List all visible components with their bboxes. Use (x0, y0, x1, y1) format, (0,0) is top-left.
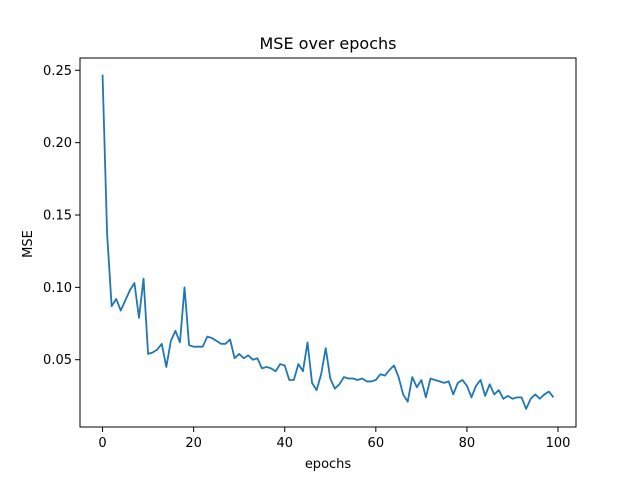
plot-area (101, 74, 555, 410)
x-axis-ticks: 0 20 40 60 80 100 (98, 427, 570, 451)
x-axis-label: epochs (305, 457, 352, 472)
y-tick-label: 0.15 (43, 209, 72, 224)
x-tick-label: 20 (185, 436, 202, 451)
x-tick-label: 100 (546, 436, 571, 451)
y-tick-label: 0.05 (43, 353, 72, 368)
y-axis-ticks: 0.05 0.10 0.15 0.20 0.25 (43, 64, 80, 368)
axes-frame (79, 57, 577, 428)
y-axis-label: MSE (21, 230, 36, 258)
x-tick-label: 0 (98, 436, 106, 451)
series-line-0 (101, 74, 555, 410)
chart-title: MSE over epochs (260, 34, 397, 53)
y-tick-label: 0.10 (43, 281, 72, 296)
x-tick-label: 40 (276, 436, 293, 451)
y-tick-label: 0.25 (43, 64, 72, 79)
x-tick-label: 60 (368, 436, 385, 451)
x-tick-label: 80 (459, 436, 476, 451)
y-tick-label: 0.20 (43, 136, 72, 151)
